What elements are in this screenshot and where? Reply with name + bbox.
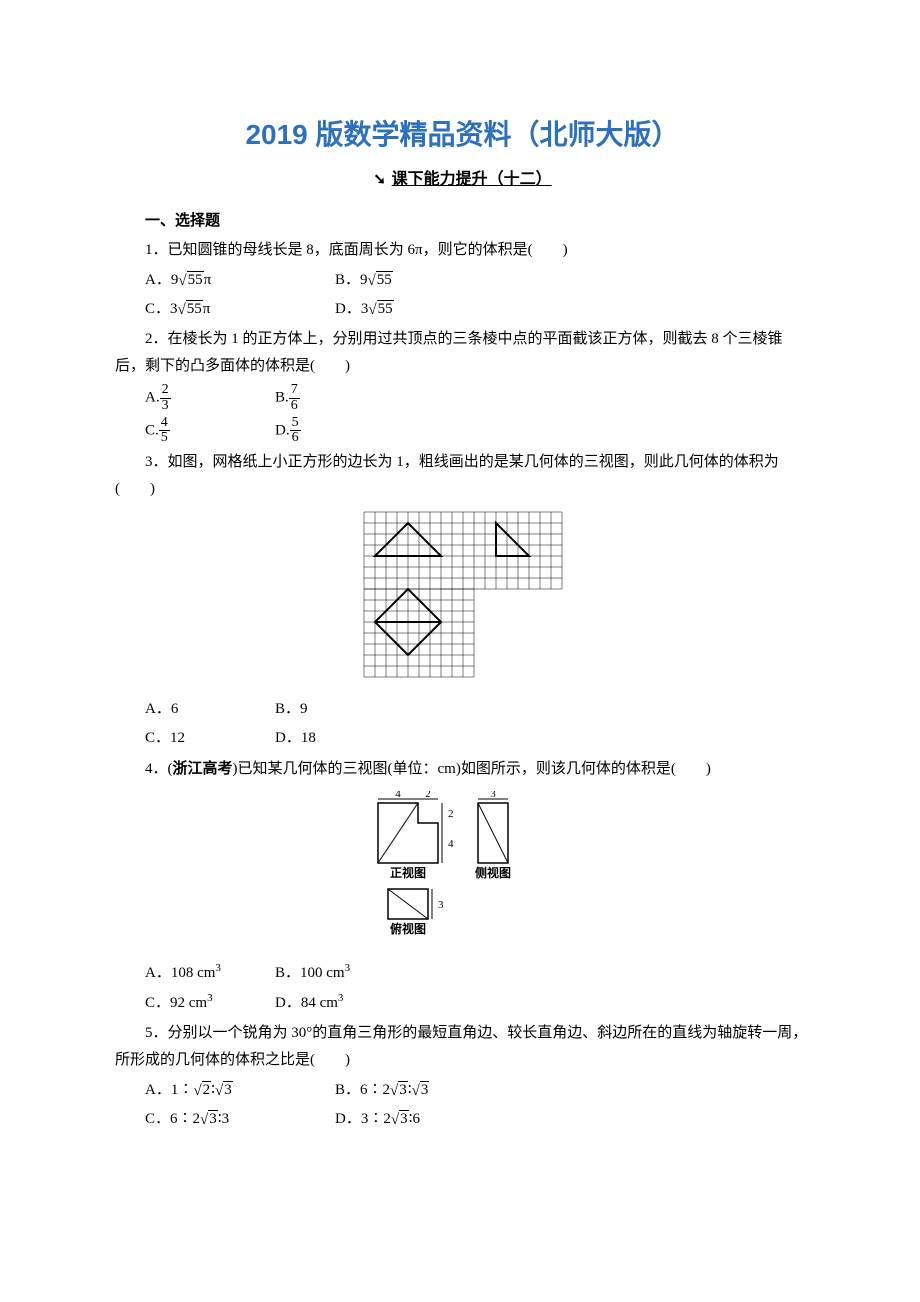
exam-tag: 浙江高考: [173, 760, 233, 777]
svg-text:侧视图: 侧视图: [474, 865, 510, 880]
grid-diagram: [363, 511, 563, 678]
q4-opt-d: D．84 cm3: [275, 989, 405, 1017]
q2-opt-d: D.56: [275, 416, 405, 446]
q2-opts-row2: C.45 D.56: [115, 416, 810, 446]
q1-opts-row2: C．355π D．355: [115, 296, 810, 323]
sqrt-icon: 55: [368, 273, 393, 289]
sqrt-icon: 3: [412, 1083, 430, 1099]
q1-opts-row1: A．955π B．955: [115, 267, 810, 294]
q3-opts-row1: A．6 B．9: [115, 696, 810, 723]
svg-text:4: 4: [395, 791, 401, 800]
q1-opt-d: D．355: [335, 296, 525, 323]
q5-opt-c: C．6∶23∶3: [145, 1106, 335, 1133]
q4-opts-row2: C．92 cm3 D．84 cm3: [115, 989, 810, 1017]
q5-opt-a: A．1∶2∶3: [145, 1077, 335, 1104]
svg-text:3: 3: [438, 899, 444, 911]
svg-text:俯视图: 俯视图: [389, 921, 425, 936]
fraction: 45: [159, 416, 170, 446]
subtitle: 课下能力提升（十二）: [392, 171, 552, 188]
sqrt-icon: 55: [178, 273, 203, 289]
sqrt-icon: 55: [178, 302, 203, 318]
q3-opt-b: B．9: [275, 696, 405, 723]
fraction: 23: [160, 383, 171, 413]
q2-opt-c: C.45: [145, 416, 275, 446]
q5-text: 5．分别以一个锐角为 30°的直角三角形的最短直角边、较长直角边、斜边所在的直线…: [115, 1020, 810, 1074]
q3-opt-a: A．6: [145, 696, 275, 723]
q3-figure: [115, 511, 810, 688]
q5-opt-d: D．3∶23∶6: [335, 1106, 525, 1133]
q2-text: 2．在棱长为 1 的正方体上，分别用过共顶点的三条棱中点的平面截该正方体，则截去…: [115, 326, 810, 380]
doc-title: 2019 版数学精品资料（北师大版）: [115, 110, 810, 160]
sqrt-icon: 55: [368, 302, 393, 318]
subtitle-row: ➘ 课下能力提升（十二）: [115, 166, 810, 195]
q3-text: 3．如图，网格纸上小正方形的边长为 1，粗线画出的是某几何体的三视图，则此几何体…: [115, 449, 810, 503]
svg-text:3: 3: [490, 791, 496, 800]
q3-opt-d: D．18: [275, 725, 405, 752]
q4-text: 4．(浙江高考)已知某几何体的三视图(单位：cm)如图所示，则该几何体的体积是(…: [115, 755, 810, 783]
q4-figure: 4 2 4 2 正视图 3 侧视图 3 俯视图: [115, 791, 810, 951]
svg-text:2: 2: [425, 791, 431, 800]
fraction: 76: [289, 383, 300, 413]
q1-opt-c: C．355π: [145, 296, 335, 323]
fraction: 56: [290, 416, 301, 446]
sqrt-icon: 3: [215, 1083, 233, 1099]
q4-opt-b: B．100 cm3: [275, 959, 405, 987]
q4-opt-a: A．108 cm3: [145, 959, 275, 987]
q3-opt-c: C．12: [145, 725, 275, 752]
sqrt-icon: 2: [193, 1083, 211, 1099]
sqrt-icon: 3: [200, 1112, 218, 1128]
q1-text: 1．已知圆锥的母线长是 8，底面周长为 6π，则它的体积是( ): [115, 237, 810, 264]
section-heading: 一、选择题: [115, 207, 810, 234]
arrow-icon: ➘: [373, 172, 386, 188]
sqrt-icon: 3: [390, 1083, 408, 1099]
svg-text:2: 2: [448, 808, 454, 820]
q1-opt-a: A．955π: [145, 267, 335, 294]
q5-opts-row2: C．6∶23∶3 D．3∶23∶6: [115, 1106, 810, 1133]
three-view-diagram: 4 2 4 2 正视图 3 侧视图 3 俯视图: [358, 791, 568, 941]
q2-opt-b: B.76: [275, 383, 405, 413]
svg-text:4: 4: [448, 838, 454, 850]
q4-opt-c: C．92 cm3: [145, 989, 275, 1017]
q3-opts-row2: C．12 D．18: [115, 725, 810, 752]
q2-opt-a: A.23: [145, 383, 275, 413]
sqrt-icon: 3: [391, 1112, 409, 1128]
q5-opts-row1: A．1∶2∶3 B．6∶23∶3: [115, 1077, 810, 1104]
svg-text:正视图: 正视图: [389, 865, 425, 880]
q4-opts-row1: A．108 cm3 B．100 cm3: [115, 959, 810, 987]
q5-opt-b: B．6∶23∶3: [335, 1077, 525, 1104]
q2-opts-row1: A.23 B.76: [115, 383, 810, 413]
q1-opt-b: B．955: [335, 267, 525, 294]
